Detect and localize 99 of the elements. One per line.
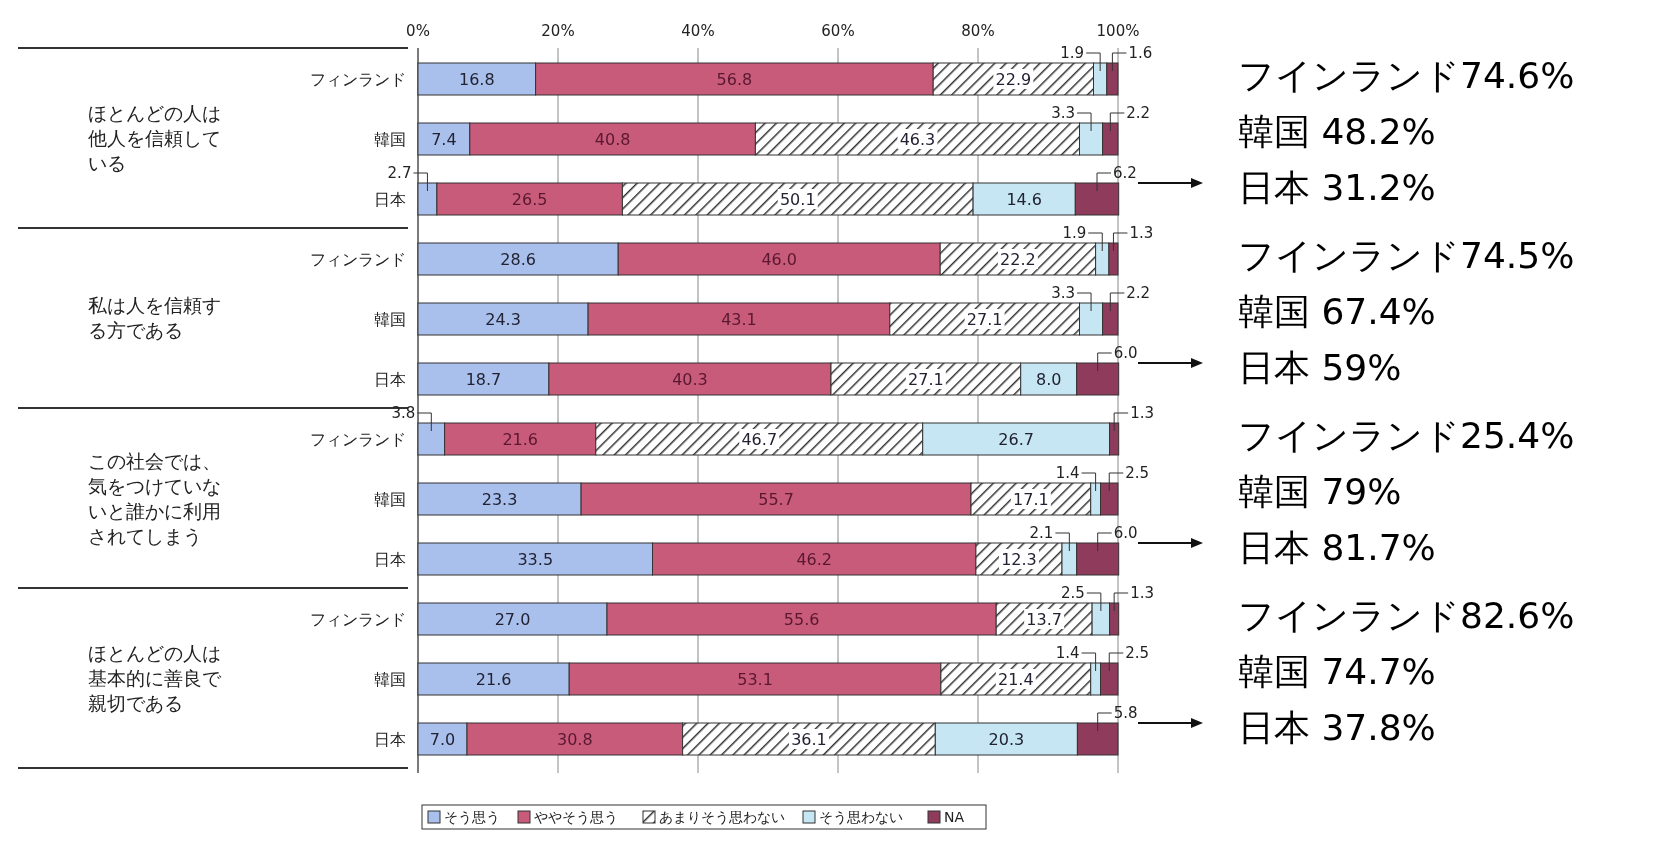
data-label: 13.7 <box>1026 610 1062 629</box>
y-tick-label: 日本 <box>374 550 406 569</box>
y-tick-label: 韓国 <box>374 670 406 689</box>
data-label: 46.2 <box>796 550 833 569</box>
data-label: 2.2 <box>1126 104 1151 122</box>
data-label: 2.5 <box>1060 584 1085 602</box>
data-label: 23.3 <box>481 490 518 509</box>
legend-label: そう思わない <box>819 809 903 825</box>
legend-label: NA <box>944 809 965 825</box>
data-label: 16.8 <box>458 70 495 89</box>
data-label: 26.7 <box>998 430 1034 449</box>
text: 私は人を信頼する方である <box>88 294 221 341</box>
data-label: 1.4 <box>1055 644 1080 662</box>
text: 韓国 48.2% <box>1238 111 1436 152</box>
data-label: 17.1 <box>1013 490 1049 509</box>
data-label: 7.0 <box>429 730 456 749</box>
data-label: 21.4 <box>997 670 1034 689</box>
data-label: 5.8 <box>1113 704 1138 722</box>
x-tick-label: 100% <box>1096 22 1140 40</box>
data-label: 6.2 <box>1113 164 1137 182</box>
data-label: 22.9 <box>995 70 1032 89</box>
data-label: 14.6 <box>1006 190 1043 209</box>
data-label: 26.5 <box>511 190 548 209</box>
data-label: 1.6 <box>1128 44 1153 62</box>
data-label: 2.2 <box>1126 284 1151 302</box>
data-label: 1.9 <box>1060 44 1085 62</box>
data-label: 36.1 <box>791 730 827 749</box>
y-tick-label: 日本 <box>374 370 406 389</box>
data-label: 8.0 <box>1035 370 1062 389</box>
data-label: 1.3 <box>1130 584 1155 602</box>
y-tick-label: 韓国 <box>374 130 406 149</box>
y-tick-label: 韓国 <box>374 490 406 509</box>
data-label: 27.1 <box>966 310 1003 329</box>
data-label: 1.4 <box>1055 464 1080 482</box>
data-label: 6.0 <box>1113 524 1138 542</box>
text: フインランド25.4% <box>1238 415 1575 456</box>
text: ほとんどの人は基本的に善良で親切である <box>88 642 222 714</box>
y-tick-label: 韓国 <box>374 310 406 329</box>
y-tick-label: フィンランド <box>310 610 406 629</box>
y-tick-label: フィンランド <box>310 70 406 89</box>
data-label: 21.6 <box>502 430 539 449</box>
data-label: 3.3 <box>1051 284 1076 302</box>
text: ほとんどの人は他人を信頼している <box>88 102 221 174</box>
data-label: 3.3 <box>1051 104 1076 122</box>
data-label: 28.6 <box>500 250 536 269</box>
data-label: 6.0 <box>1113 344 1138 362</box>
data-label: 33.5 <box>517 550 554 569</box>
y-tick-label: フィンランド <box>310 430 406 449</box>
y-tick-label: 日本 <box>374 190 406 209</box>
data-label: 20.3 <box>988 730 1025 749</box>
text: 韓国 74.7% <box>1238 651 1436 692</box>
data-label: 1.9 <box>1062 224 1087 242</box>
data-label: 2.7 <box>387 164 412 182</box>
legend-label: そう思う <box>444 809 500 825</box>
data-label: 18.7 <box>465 370 502 389</box>
text: 日本 59% <box>1238 347 1402 388</box>
data-label: 53.1 <box>737 670 773 689</box>
data-label: 50.1 <box>779 190 816 209</box>
data-label: 30.8 <box>556 730 593 749</box>
legend-label: ややそう思う <box>534 809 618 825</box>
x-tick-label: 40% <box>681 22 715 40</box>
data-label: 46.0 <box>761 250 798 269</box>
data-label: 46.7 <box>741 430 778 449</box>
data-label: 2.1 <box>1029 524 1054 542</box>
data-label: 43.1 <box>721 310 757 329</box>
x-tick-label: 20% <box>541 22 575 40</box>
text: フインランド82.6% <box>1238 595 1575 636</box>
text: 日本 37.8% <box>1238 707 1436 748</box>
data-label: 27.0 <box>494 610 531 629</box>
data-label: 7.4 <box>431 130 457 149</box>
data-label: 2.5 <box>1125 644 1150 662</box>
x-tick-label: 0% <box>406 22 430 40</box>
text: 日本 31.2% <box>1238 167 1436 208</box>
data-label: 56.8 <box>716 70 753 89</box>
text: 韓国 67.4% <box>1238 291 1436 332</box>
x-tick-label: 60% <box>821 22 855 40</box>
y-tick-label: フィンランド <box>310 250 406 269</box>
text: 日本 81.7% <box>1238 527 1436 568</box>
data-label: 22.2 <box>1000 250 1036 269</box>
text: 韓国 79% <box>1238 471 1402 512</box>
data-label: 55.6 <box>783 610 820 629</box>
data-label: 1.3 <box>1130 404 1155 422</box>
legend-label: あまりそう思わない <box>659 809 785 825</box>
text: フインランド74.6% <box>1238 55 1575 96</box>
data-label: 46.3 <box>899 130 936 149</box>
data-label: 55.7 <box>758 490 794 509</box>
data-label: 27.1 <box>908 370 944 389</box>
text: この社会では、気をつけていないと誰かに利用されてしまう <box>88 450 221 547</box>
data-label: 21.6 <box>475 670 512 689</box>
text: フインランド74.5% <box>1238 235 1575 276</box>
data-label: 3.8 <box>391 404 416 422</box>
data-label: 1.3 <box>1129 224 1154 242</box>
data-label: 40.8 <box>594 130 631 149</box>
data-label: 2.5 <box>1125 464 1150 482</box>
y-tick-label: 日本 <box>374 730 406 749</box>
x-tick-label: 80% <box>961 22 995 40</box>
data-label: 12.3 <box>1001 550 1037 569</box>
data-label: 24.3 <box>485 310 521 329</box>
data-label: 40.3 <box>672 370 708 389</box>
